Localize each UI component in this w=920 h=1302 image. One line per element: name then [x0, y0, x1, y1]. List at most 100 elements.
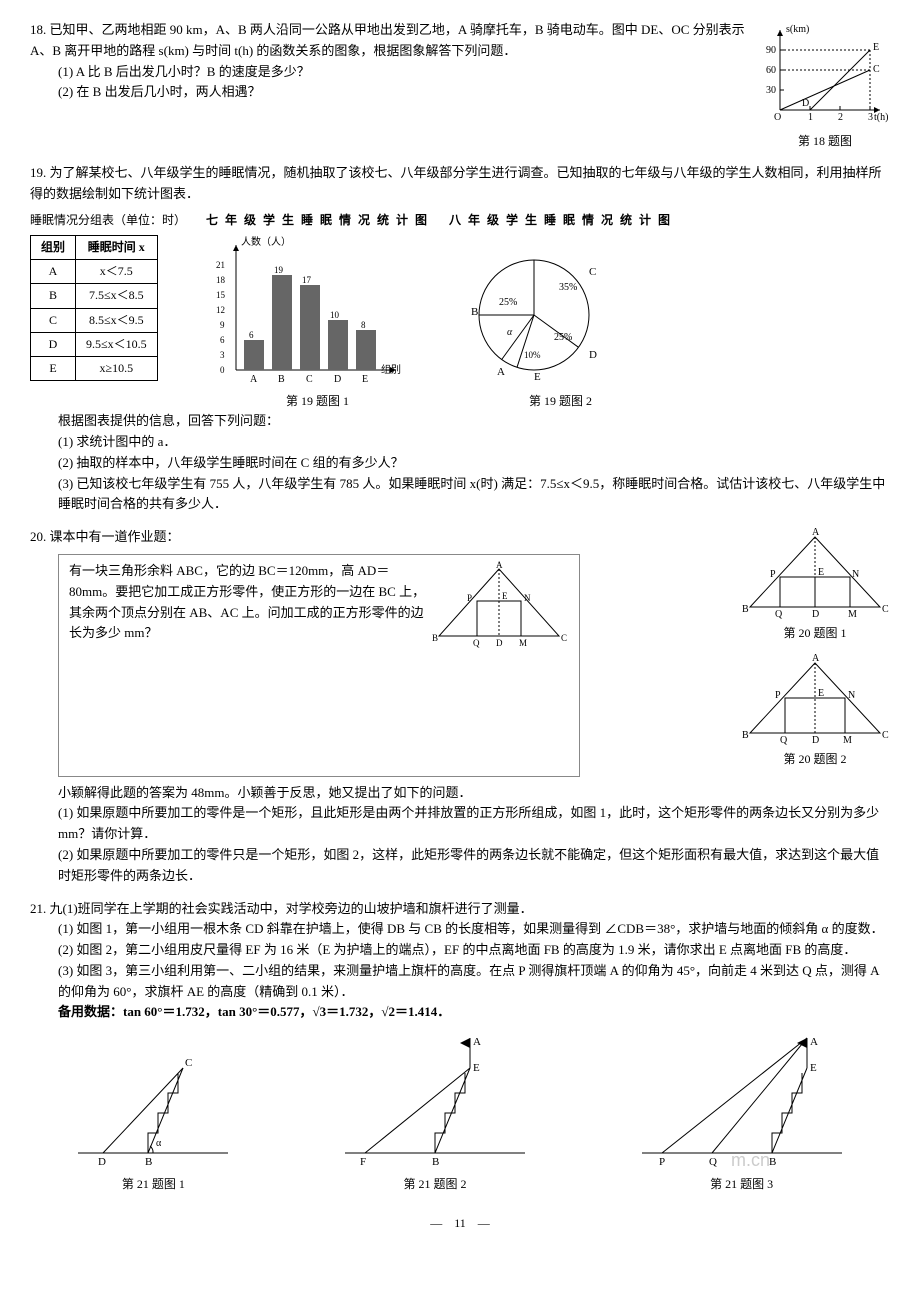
q20-figs: A B C P E N Q D M 第 20 题图 1 A B C P E N … — [740, 527, 890, 769]
svg-text:组别: 组别 — [381, 363, 401, 376]
svg-text:B: B — [471, 306, 478, 318]
svg-text:P: P — [467, 593, 472, 603]
q21-fig1-caption: 第 21 题图 1 — [68, 1175, 238, 1194]
q20-mid: 小颖解得此题的答案为 48mm。小颖善于反思，她又提出了如下的问题． — [30, 783, 890, 804]
th-time: 睡眠时间 x — [76, 235, 158, 259]
q19-p2: (2) 抽取的样本中，八年级学生睡眠时间在 C 组的有多少人？ — [30, 453, 890, 474]
problem-19: 19. 为了解某校七、八年级学生的睡眠情况，随机抽取了该校七、八年级部分学生进行… — [30, 163, 890, 515]
svg-text:人数（人）: 人数（人） — [241, 235, 291, 248]
svg-text:E: E — [818, 688, 824, 699]
svg-text:A: A — [496, 561, 503, 570]
q21-fig1: D B C α 第 21 题图 1 — [68, 1033, 238, 1194]
svg-text:B: B — [742, 604, 749, 615]
svg-text:C: C — [882, 730, 889, 741]
svg-text:s(km): s(km) — [786, 24, 809, 35]
svg-text:6: 6 — [220, 335, 225, 345]
q18-graph-svg: 30 60 90 1 2 3 O D C E s(km) t(h) — [760, 20, 890, 130]
q20-num: 20. — [30, 529, 46, 544]
svg-text:N: N — [848, 690, 855, 701]
q21-num: 21. — [30, 901, 46, 916]
q21-fig2-caption: 第 21 题图 2 — [335, 1175, 535, 1194]
svg-text:12: 12 — [216, 305, 225, 315]
q21-p2: (2) 如图 2，第二小组用皮尺量得 EF 为 16 米（E 为护墙上的端点），… — [30, 940, 890, 961]
page-number: — 11 — — [30, 1214, 890, 1233]
q21-fig3-svg: P Q B E A — [632, 1033, 852, 1173]
q18-text: 已知甲、乙两地相距 90 km，A、B 两人沿同一公路从甲地出发到乙地，A 骑摩… — [30, 22, 745, 58]
svg-text:A: A — [250, 374, 258, 385]
table-cell: E — [31, 356, 76, 380]
svg-text:P: P — [770, 569, 776, 580]
svg-text:90: 90 — [766, 45, 776, 56]
svg-text:0: 0 — [220, 365, 225, 375]
q20-box: A B C P E N Q D M 有一块三角形余料 ABC，它的边 BC＝12… — [58, 554, 580, 777]
svg-text:3: 3 — [868, 112, 873, 123]
svg-text:D: D — [496, 638, 503, 648]
q20-p1: (1) 如果原题中所要加工的零件是一个矩形，且此矩形是由两个并排放置的正方形所组… — [30, 803, 890, 845]
svg-text:E: E — [810, 1062, 817, 1074]
svg-text:30: 30 — [766, 85, 776, 96]
th-group: 组别 — [31, 235, 76, 259]
q21-fig2: F B E A 第 21 题图 2 — [335, 1033, 535, 1194]
svg-text:A: A — [812, 653, 820, 664]
q20-fig1-svg: A B C P E N Q D M — [740, 527, 890, 622]
q19-bar-caption: 第 19 题图 1 — [206, 392, 429, 411]
svg-text:B: B — [769, 1156, 776, 1168]
svg-text:A: A — [810, 1036, 818, 1048]
svg-text:17: 17 — [302, 275, 312, 285]
sleep-table: 组别睡眠时间 x Ax＜7.5 B7.5≤x＜8.5 C8.5≤x＜9.5 D9… — [30, 235, 158, 381]
q19-p1: (1) 求统计图中的 a． — [30, 432, 890, 453]
table-cell: 9.5≤x＜10.5 — [76, 332, 158, 356]
q21-p3: (3) 如图 3，第三小组利用第一、二小组的结果，来测量护墙上旗杆的高度。在点 … — [30, 961, 890, 1003]
q19-pie-title: 八 年 级 学 生 睡 眠 情 况 统 计 图 — [449, 211, 672, 230]
svg-text:10: 10 — [330, 310, 340, 320]
svg-text:D: D — [802, 98, 809, 109]
problem-21: 21. 九(1)班同学在上学期的社会实践活动中，对学校旁边的山坡护墙和旗杆进行了… — [30, 899, 890, 1195]
svg-text:B: B — [145, 1156, 152, 1168]
table-cell: D — [31, 332, 76, 356]
svg-text:C: C — [306, 374, 313, 385]
svg-text:B: B — [432, 1156, 439, 1168]
svg-text:A: A — [812, 527, 820, 538]
q18-fig-caption: 第 18 题图 — [760, 132, 890, 151]
svg-text:25%: 25% — [499, 297, 517, 308]
table-cell: x≥10.5 — [76, 356, 158, 380]
svg-text:C: C — [561, 633, 567, 643]
svg-text:E: E — [502, 591, 508, 601]
svg-text:O: O — [774, 112, 781, 123]
svg-text:21: 21 — [216, 260, 225, 270]
svg-text:1: 1 — [808, 112, 813, 123]
svg-text:D: D — [812, 735, 819, 746]
svg-text:B: B — [432, 633, 438, 643]
svg-text:2: 2 — [838, 112, 843, 123]
q19-after: 根据图表提供的信息，回答下列问题： — [30, 411, 890, 432]
q19-bar-title: 七 年 级 学 生 睡 眠 情 况 统 计 图 — [206, 211, 429, 230]
svg-text:25%: 25% — [554, 332, 572, 343]
svg-text:α: α — [507, 327, 513, 338]
svg-text:15: 15 — [216, 290, 226, 300]
q19-table-title: 睡眠情况分组表（单位：时） — [30, 211, 186, 230]
q19-num: 19. — [30, 165, 46, 180]
svg-text:6: 6 — [249, 330, 254, 340]
svg-text:8: 8 — [361, 320, 366, 330]
table-cell: C — [31, 308, 76, 332]
q21-data: 备用数据：tan 60°＝1.732，tan 30°＝0.577，√3＝1.73… — [30, 1002, 890, 1023]
q20-box-text: 有一块三角形余料 ABC，它的边 BC＝120mm，高 AD＝80mm。要把它加… — [69, 563, 425, 640]
problem-20: A B C P E N Q D M 第 20 题图 1 A B C P E N … — [30, 527, 890, 886]
q18-figure: 30 60 90 1 2 3 O D C E s(km) t(h) 第 18 题… — [760, 20, 890, 151]
q21-fig1-svg: D B C α — [68, 1033, 238, 1173]
problem-18: 30 60 90 1 2 3 O D C E s(km) t(h) 第 18 题… — [30, 20, 890, 151]
q21-fig2-svg: F B E A — [335, 1033, 535, 1173]
svg-text:A: A — [497, 366, 505, 378]
svg-text:M: M — [848, 609, 857, 620]
svg-text:N: N — [852, 569, 859, 580]
svg-text:P: P — [775, 690, 781, 701]
q20-lead: 课本中有一道作业题： — [50, 529, 180, 544]
svg-text:A: A — [473, 1036, 481, 1048]
q21-fig3-caption: 第 21 题图 3 — [632, 1175, 852, 1194]
svg-text:E: E — [473, 1062, 480, 1074]
svg-text:3: 3 — [220, 350, 225, 360]
q20-fig2-svg: A B C P E N Q D M — [740, 653, 890, 748]
svg-text:F: F — [360, 1156, 366, 1168]
table-cell: B — [31, 284, 76, 308]
svg-text:C: C — [873, 64, 880, 75]
